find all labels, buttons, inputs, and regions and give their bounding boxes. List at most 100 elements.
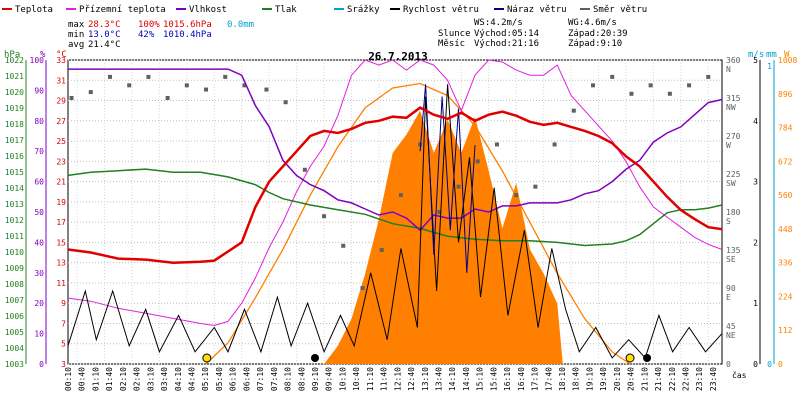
axis-time-tick: 05:40	[215, 367, 224, 391]
wind-dir-point	[127, 83, 132, 88]
axis-mm-tick: 0	[767, 360, 772, 369]
legend-label: Tlak	[275, 5, 297, 15]
axis-pct-tick: 50	[34, 208, 44, 217]
stats-max-label: max	[68, 20, 85, 30]
axes: hPa% °C m/s mm W1003100410051006100710081009…	[4, 50, 797, 391]
axis-w-tick: 672	[778, 157, 793, 166]
stats-panel: max 28.3°C 100% 1015.6hPa 0.0mm min 13.0…	[68, 20, 254, 50]
wind-dir-point	[667, 91, 672, 96]
wind-dir-point	[165, 96, 170, 100]
axis-ms-tick: 5	[753, 56, 758, 65]
axis-time-tick: 06:40	[242, 367, 251, 391]
wind-dir-point	[533, 184, 538, 189]
stats-avg-label: avg	[68, 40, 84, 50]
info-panel: WS:4.2m/s WG:4.6m/s Slunce Východ:05:14 …	[438, 18, 628, 49]
axis-w-tick: 224	[778, 292, 793, 301]
sunrise-icon	[202, 353, 212, 363]
axis-time-tick: 17:10	[531, 367, 540, 391]
axis-pct-tick: 0	[39, 360, 44, 369]
legend: Teplota Přízemní teplota Vlhkost Tlak Srážky…	[2, 5, 647, 15]
axis-w-tick: 560	[778, 191, 793, 200]
axis-c-tick: 9	[61, 299, 66, 308]
axis-time-tick: 02:10	[119, 367, 128, 391]
axis-time-tick: 08:10	[284, 367, 293, 391]
axis-c-tick: 33	[56, 56, 66, 65]
axis-time-tick: 01:40	[105, 367, 114, 391]
axis-dir-tick: 135	[726, 246, 741, 255]
axis-dir-compass: E	[726, 293, 731, 302]
axis-time-tick: 13:40	[435, 367, 444, 391]
axis-time-tick: 07:10	[256, 367, 265, 391]
wind-dir-point	[418, 142, 423, 147]
axis-dir-compass: N	[726, 65, 731, 74]
wind-dir-point	[302, 167, 307, 172]
axis-hpa-tick: 1004	[5, 344, 24, 353]
axis-w-tick: 784	[778, 124, 793, 133]
axis-c-tick: 5	[61, 340, 66, 349]
solar-measured-area	[324, 110, 563, 364]
wind-dir-point	[283, 100, 288, 105]
axis-ms-label: m/s	[748, 50, 764, 60]
axis-time-tick: 23:10	[695, 367, 704, 391]
axis-dir-tick: 90	[726, 284, 736, 293]
axis-time-tick: 23:40	[709, 367, 718, 391]
axis-time-tick: 21:10	[640, 367, 649, 391]
humidity-line	[68, 68, 723, 232]
wind-dir-point	[146, 74, 151, 79]
wind-dir-point	[514, 193, 519, 198]
series-layer	[67, 59, 723, 365]
wind-dir-point	[610, 74, 615, 79]
axis-time-tick: 19:10	[585, 367, 594, 391]
axis-time-tick: 10:10	[338, 367, 347, 391]
axis-hpa-tick: 1011	[5, 232, 24, 241]
axis-ms-tick: 1	[753, 299, 758, 308]
axis-time-tick: 04:40	[188, 367, 197, 391]
axis-hpa-tick: 1017	[5, 136, 24, 145]
pressure-line	[67, 168, 723, 247]
axis-dir-compass: S	[726, 217, 731, 226]
info-sun-label: Slunce	[438, 29, 471, 39]
axis-time-tick: 13:10	[421, 367, 430, 391]
stats-min-press: 1010.4hPa	[163, 30, 212, 40]
axis-hpa-tick: 1003	[5, 360, 24, 369]
axis-hpa-tick: 1021	[5, 72, 24, 81]
legend-label: Teplota	[15, 5, 53, 15]
axis-dir-tick: 225	[726, 170, 741, 179]
axis-c-tick: 25	[56, 137, 66, 146]
axis-c-tick: 3	[61, 360, 66, 369]
axis-time-tick: 06:10	[229, 367, 238, 391]
axis-c-tick: 13	[56, 259, 66, 268]
wind-dir-point	[379, 248, 384, 252]
wind-dir-point	[184, 83, 189, 88]
moonset-icon	[310, 354, 319, 362]
axis-hpa-tick: 1019	[5, 104, 24, 113]
axis-time-label: čas	[732, 370, 747, 380]
wind-gust-line	[419, 84, 476, 273]
wind-dir-point	[360, 286, 365, 290]
axis-hpa-tick: 1013	[5, 200, 24, 209]
legend-label: Rychlost větru	[403, 5, 479, 15]
axis-hpa-tick: 1014	[5, 184, 24, 193]
legend-label: Srážky	[347, 5, 380, 15]
axis-dir-tick: 0	[726, 360, 731, 369]
ground-temp-line	[67, 59, 723, 327]
wind-dir-point	[706, 74, 711, 79]
wind-dir-point	[69, 96, 74, 100]
wind-dir-point	[204, 87, 209, 92]
axis-pct-tick: 60	[34, 178, 44, 187]
axis-time-tick: 02:40	[133, 367, 142, 391]
axis-time-tick: 18:40	[572, 367, 581, 391]
stats-avg-temp: 21.4°C	[88, 40, 121, 50]
axis-pct-label: %	[40, 50, 46, 60]
axis-hpa-tick: 1005	[5, 328, 24, 337]
axis-dir-compass: W	[726, 141, 731, 150]
moonrise-icon	[643, 354, 652, 362]
axis-c-tick: 21	[56, 178, 66, 187]
wind-dir-point	[322, 214, 327, 219]
wind-dir-point	[398, 193, 403, 198]
stats-max-rain: 0.0mm	[227, 20, 254, 30]
axis-pct-tick: 70	[34, 147, 44, 156]
axis-time-tick: 14:10	[448, 367, 457, 391]
